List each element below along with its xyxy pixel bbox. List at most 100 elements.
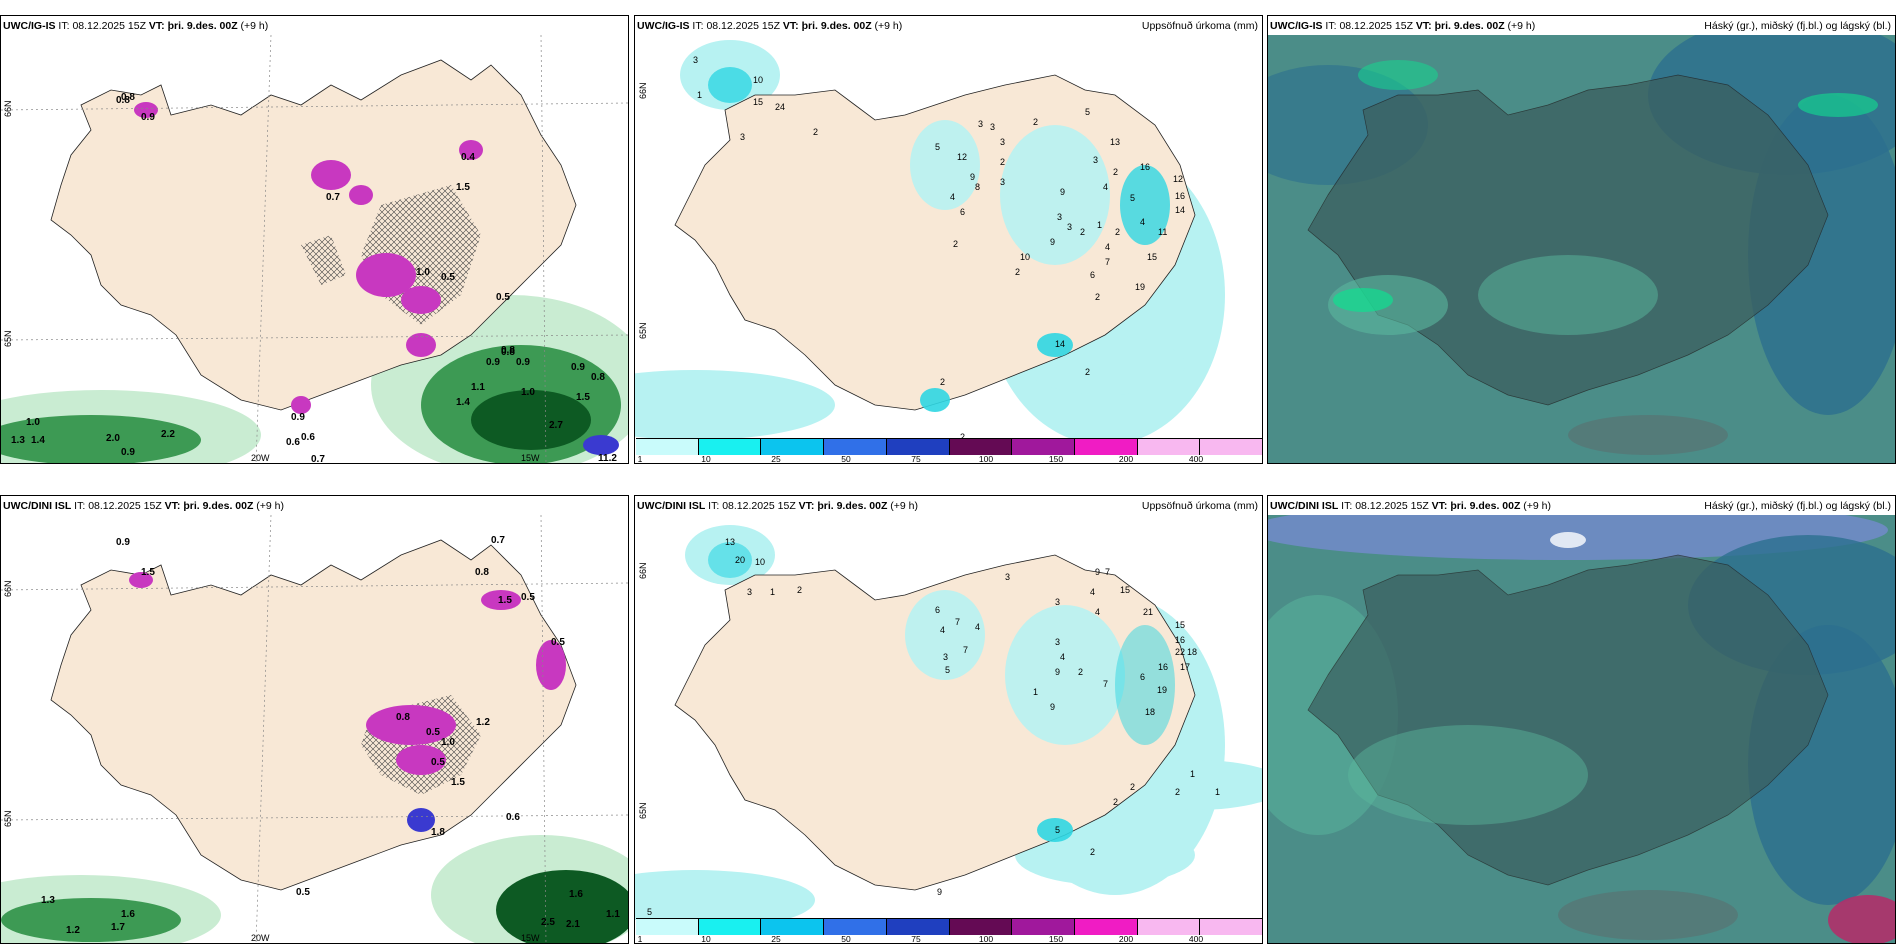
value-label: 0.8: [501, 347, 515, 358]
cloud-layer: [1798, 93, 1878, 117]
colorbar-tick: 75: [911, 454, 921, 464]
value-label: 0.7: [311, 454, 325, 464]
precip-colorbar: 1 10 25 50 75 100 150 200 400: [636, 438, 1262, 464]
colorbar-tick: 200: [1118, 454, 1134, 464]
value-label: 5: [1055, 825, 1060, 835]
value-label: 9: [1050, 237, 1055, 247]
precip-area: [708, 542, 752, 578]
value-label: 1.1: [471, 382, 485, 393]
value-label: 16: [1175, 191, 1185, 201]
precip-area: [1115, 625, 1175, 745]
cloud-layer: [1568, 415, 1728, 455]
value-label: 3: [978, 119, 983, 129]
precip-cell: [366, 705, 456, 745]
value-label: 4: [1103, 182, 1108, 192]
value-label: 3: [990, 122, 995, 132]
value-label: 3: [1000, 177, 1005, 187]
value-label: 1.0: [26, 417, 40, 428]
value-label: 2.5: [541, 917, 555, 928]
precip-area: [905, 590, 985, 680]
colorbar-tick: 100: [978, 934, 994, 944]
value-label: 1.5: [451, 777, 465, 788]
lat-label: 66N: [638, 82, 648, 99]
value-label: 5: [1130, 193, 1135, 203]
map-wind-precip: 66N 65N 20W 15W 0.8 0.9 0.4 0.7 0.5 1.0 …: [1, 35, 628, 464]
panel-bottom-mid-accum-precip: UWC/DINI ISL IT: 08.12.2025 15Z VT: þri.…: [634, 495, 1263, 944]
value-label: 1.7: [111, 922, 125, 933]
value-label: 0.9: [571, 362, 585, 373]
value-label: 19: [1135, 282, 1145, 292]
value-label: 2: [1015, 267, 1020, 277]
value-label: 4: [1060, 652, 1065, 662]
value-label: 7: [1105, 257, 1110, 267]
value-label: 6: [935, 605, 940, 615]
value-label: 2.7: [549, 420, 563, 431]
colorbar-cell: [824, 919, 887, 935]
value-label: 0.6: [286, 437, 300, 448]
value-label: 0.8: [121, 92, 135, 103]
value-label: 2.0: [106, 433, 120, 444]
value-label: 2: [953, 239, 958, 249]
value-label: 2: [813, 127, 818, 137]
lon-label: 15W: [521, 933, 540, 943]
lon-gridline: [255, 35, 272, 463]
value-label: 3: [1057, 212, 1062, 222]
panel-title: UWC/IG-IS IT: 08.12.2025 15Z VT: þri. 9.…: [637, 20, 903, 32]
colorbar-cell: [886, 439, 950, 455]
colorbar-ticks: 1 10 25 50 75 100 150 200 400: [636, 454, 1262, 464]
value-label: 1: [1190, 769, 1195, 779]
value-label: 2: [1000, 157, 1005, 167]
colorbar-tick: 400: [1188, 934, 1204, 944]
value-label: 5: [1085, 107, 1090, 117]
value-label: 6: [1140, 672, 1145, 682]
value-label: 3: [1000, 137, 1005, 147]
value-label: 5: [935, 142, 940, 152]
value-label: 0.9: [516, 357, 530, 368]
panel-subtitle: Háský (gr.), miðský (fj.bl.) og lágský (…: [1704, 20, 1891, 32]
value-label: 4: [940, 625, 945, 635]
value-label: 3: [1055, 597, 1060, 607]
value-label: 2: [1085, 367, 1090, 377]
lon-label: 20W: [251, 933, 270, 943]
value-label: 8: [975, 182, 980, 192]
value-label: 1.3: [41, 895, 55, 906]
value-label: 24: [775, 102, 785, 112]
cloud-layer: [1478, 255, 1658, 335]
value-label: 17: [1180, 662, 1190, 672]
precip-area: [708, 67, 752, 103]
value-label: 0.7: [491, 535, 505, 546]
value-label: 12: [1173, 174, 1183, 184]
value-label: 21: [1143, 607, 1153, 617]
value-label: 0.5: [496, 292, 510, 303]
value-label: 2: [1090, 847, 1095, 857]
value-label: 7: [1103, 679, 1108, 689]
value-label: 2: [1113, 797, 1118, 807]
value-label: 9: [1095, 567, 1100, 577]
map-accum-precip: 66N 65N 3 1 10 15 24 3 2 3 3 3 2 5 12 9 …: [635, 40, 1225, 440]
colorbar-cell: [761, 439, 825, 455]
value-label: 2: [940, 377, 945, 387]
value-label: 3: [943, 652, 948, 662]
iceland-land: [50, 539, 577, 891]
colorbar-cell: [949, 919, 1013, 935]
precip-area: [1037, 818, 1073, 842]
value-label: 1.2: [476, 717, 490, 728]
precip-area: [1120, 165, 1170, 245]
value-label: 2: [1080, 227, 1085, 237]
cloud-layer: [1828, 895, 1895, 943]
lon-gridline: [540, 515, 547, 943]
value-label: 5: [945, 665, 950, 675]
value-label: 1: [1215, 787, 1220, 797]
precip-cell: [459, 140, 483, 160]
colorbar-cells: [636, 918, 1262, 935]
value-label: 1.8: [431, 827, 445, 838]
value-label: 2: [1130, 782, 1135, 792]
precip-area: [1005, 605, 1125, 745]
value-label: 2: [797, 585, 802, 595]
precip-cell: [401, 286, 441, 314]
colorbar-cells: [636, 438, 1262, 455]
value-label: 1.0: [521, 387, 535, 398]
lon-label: 20W: [251, 453, 270, 463]
value-label: 0.9: [291, 412, 305, 423]
precip-cell: [396, 745, 446, 775]
